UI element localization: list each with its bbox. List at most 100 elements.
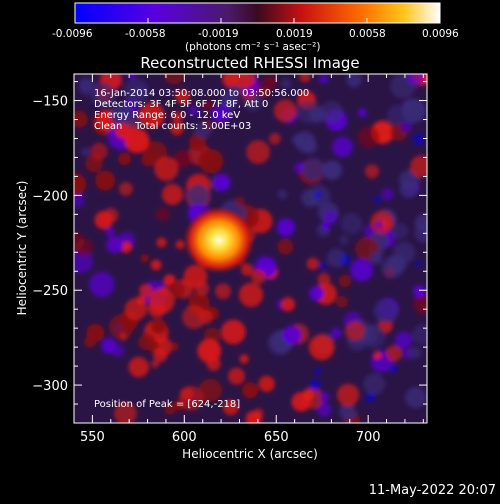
emission-blob <box>101 338 117 354</box>
emission-blob <box>319 262 327 269</box>
emission-blob <box>194 121 212 139</box>
emission-blob <box>150 359 160 369</box>
emission-blob <box>370 252 382 264</box>
emission-blob <box>258 375 275 392</box>
emission-blob <box>242 382 259 399</box>
emission-blob <box>394 331 413 350</box>
emission-blob <box>179 386 204 411</box>
emission-blob <box>198 378 223 403</box>
emission-blob <box>108 314 134 340</box>
colorbar-ticks <box>74 18 441 23</box>
emission-blob <box>302 139 318 154</box>
emission-blob <box>90 81 117 108</box>
emission-blob <box>202 99 215 112</box>
emission-blob <box>171 111 183 123</box>
y-tick-labels: −150 −200 −250 −300 <box>32 95 68 395</box>
x-tick-label: 550 <box>80 430 105 445</box>
emission-blob <box>338 274 352 288</box>
emission-blob <box>239 354 249 364</box>
info-detectors: Detectors: 3F 4F 5F 6F 7F 8F, Att 0 <box>94 99 268 110</box>
colorbar-tick-label: 0.0096 <box>422 28 459 40</box>
emission-blob <box>357 108 367 118</box>
rhessi-image <box>74 74 427 423</box>
y-tick-label: −300 <box>32 379 68 394</box>
emission-blob <box>291 392 311 412</box>
emission-blob <box>400 120 413 133</box>
emission-blob <box>74 172 87 196</box>
emission-blob <box>150 259 162 271</box>
plot-title: Reconstructed RHESSI Image <box>140 54 359 72</box>
emission-blob <box>105 227 115 237</box>
emission-blob <box>375 220 384 230</box>
emission-blob <box>182 305 207 329</box>
emission-blob <box>321 222 330 231</box>
emission-blob <box>74 110 88 128</box>
emission-blob <box>332 136 353 158</box>
emission-blob <box>309 286 324 301</box>
emission-blob <box>318 74 329 84</box>
y-axis-label: Heliocentric Y (arcsec) <box>15 181 29 316</box>
emission-blob <box>94 210 114 230</box>
emission-blob <box>339 235 349 245</box>
footer-date: 11-May-2022 20:07 <box>369 483 496 498</box>
info-energy: Energy Range: 6.0 - 12.0 keV <box>94 110 240 121</box>
emission-blob <box>119 332 128 341</box>
emission-blob <box>314 191 322 199</box>
colorbar-unit-label: (photons cm⁻² s⁻¹ asec⁻²) <box>185 41 320 53</box>
emission-blob <box>128 356 149 378</box>
emission-blob <box>277 189 288 200</box>
emission-blob <box>215 283 231 300</box>
emission-blob <box>317 273 331 286</box>
emission-blob <box>232 74 256 89</box>
emission-blob <box>365 392 375 403</box>
emission-blob <box>381 188 394 201</box>
emission-blob <box>357 126 380 149</box>
emission-blob <box>124 128 150 154</box>
emission-blob <box>321 161 339 178</box>
emission-blob <box>363 373 386 396</box>
emission-blob <box>220 319 246 345</box>
plot-frame <box>73 73 428 424</box>
emission-blob <box>89 271 115 298</box>
emission-blob <box>115 123 131 139</box>
x-tick-labels: 550 600 650 700 <box>80 430 381 445</box>
emission-blob <box>296 100 321 124</box>
emission-blob <box>151 318 167 334</box>
emission-blob <box>330 327 342 339</box>
emission-blob <box>385 345 403 362</box>
emission-blob <box>408 346 422 359</box>
colorbar <box>74 2 441 24</box>
emission-blob <box>277 238 294 255</box>
emission-blob <box>139 283 153 298</box>
emission-blob <box>222 74 238 87</box>
peak-position-label: Position of Peak = [624,-218] <box>94 399 240 410</box>
emission-blob <box>414 213 427 233</box>
x-tick-label: 650 <box>264 430 289 445</box>
emission-blob <box>251 269 266 284</box>
emission-blob <box>269 132 281 145</box>
emission-blob <box>135 295 146 306</box>
emission-blob <box>412 324 427 345</box>
emission-blob <box>154 156 179 181</box>
x-tick-label: 700 <box>356 430 381 445</box>
emission-blob <box>175 239 185 250</box>
emission-blob <box>120 241 132 253</box>
emission-blob <box>277 218 295 237</box>
emission-blob <box>149 287 175 314</box>
emission-blob <box>197 338 222 364</box>
x-axis-label: Heliocentric X (arcsec) <box>182 447 318 461</box>
colorbar-tick-label: -0.0019 <box>198 28 239 40</box>
emission-blob <box>339 254 351 266</box>
emission-blob <box>280 78 292 89</box>
emission-blob <box>156 237 167 248</box>
emission-blob <box>163 74 185 85</box>
emission-blob <box>141 153 155 167</box>
emission-blob <box>393 241 416 264</box>
emission-blob <box>314 367 322 375</box>
y-tick-label: −150 <box>32 95 68 110</box>
emission-blob <box>118 152 131 166</box>
emission-blob <box>152 347 168 363</box>
emission-blob <box>413 293 427 314</box>
emission-blob <box>246 140 270 164</box>
